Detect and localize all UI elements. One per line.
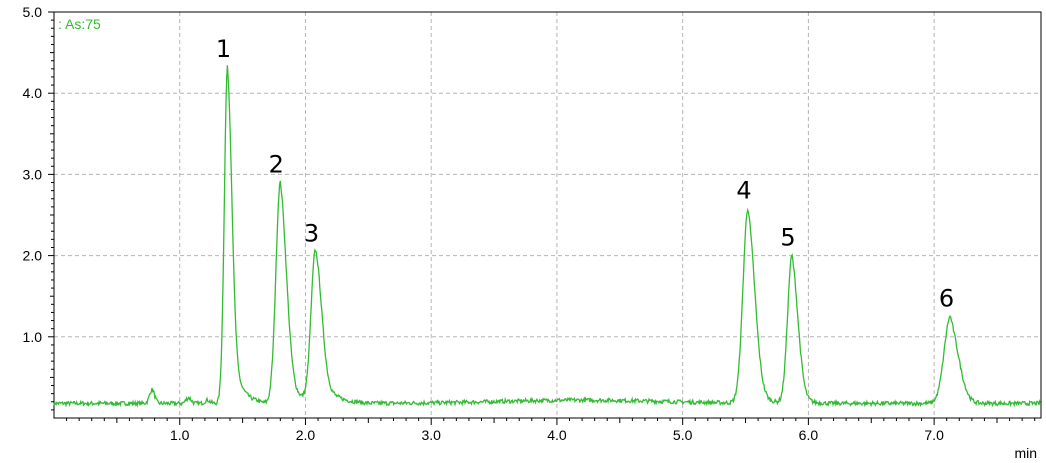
peak-label-1: 1 — [216, 35, 231, 63]
x-tick-label: 7.0 — [924, 427, 944, 443]
peak-labels: 1 2 3 4 5 6 — [216, 35, 954, 312]
y-tick-label: 1.0 — [23, 329, 43, 345]
y-axis-tick-labels: 1.0 2.0 3.0 4.0 5.0 — [23, 4, 43, 345]
y-tick-label: 5.0 — [23, 4, 43, 20]
axis-ticks — [48, 11, 1036, 425]
x-tick-label: 5.0 — [673, 427, 693, 443]
series-tag: : As:75 — [58, 16, 101, 32]
peak-label-4: 4 — [736, 177, 751, 205]
x-axis-unit-label: min — [1014, 445, 1037, 461]
x-tick-label: 1.0 — [170, 427, 190, 443]
peak-label-2: 2 — [269, 151, 284, 179]
x-tick-label: 3.0 — [421, 427, 441, 443]
peak-label-6: 6 — [939, 285, 954, 313]
y-tick-label: 3.0 — [23, 166, 43, 182]
peak-label-3: 3 — [304, 220, 319, 248]
grid-lines — [54, 11, 1041, 418]
x-tick-label: 4.0 — [547, 427, 567, 443]
x-tick-label: 6.0 — [799, 427, 819, 443]
y-tick-label: 4.0 — [23, 85, 43, 101]
y-tick-label: 2.0 — [23, 248, 43, 264]
peak-label-5: 5 — [780, 224, 795, 252]
x-axis-tick-labels: 1.0 2.0 3.0 4.0 5.0 6.0 7.0 — [170, 427, 944, 443]
plot-frame — [53, 11, 1042, 419]
x-tick-label: 2.0 — [296, 427, 316, 443]
series-trace-as75 — [53, 65, 1042, 408]
